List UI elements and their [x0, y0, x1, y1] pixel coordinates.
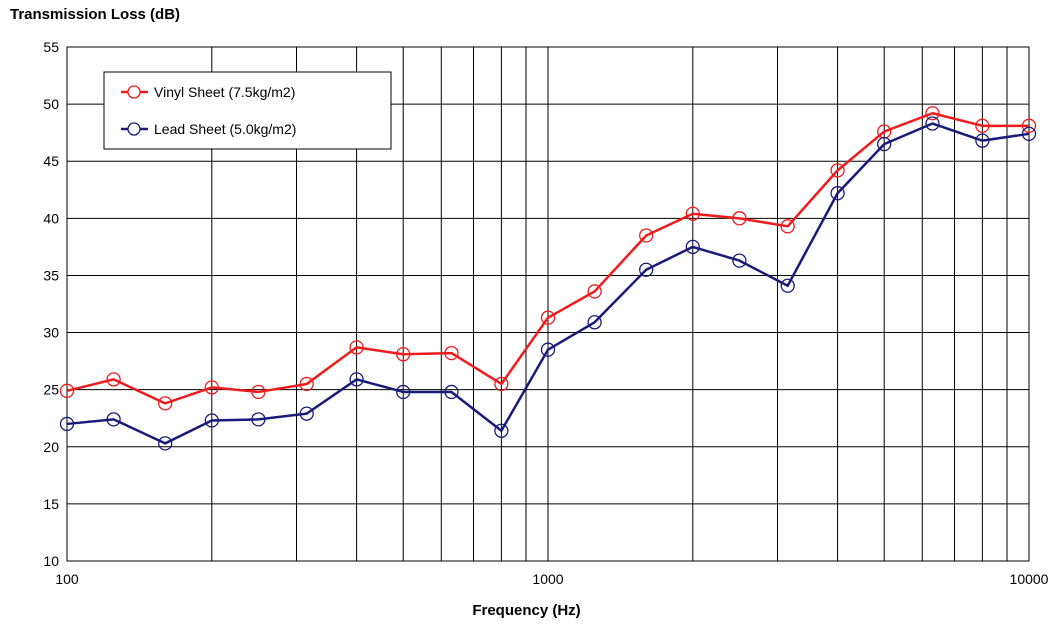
data-point [830, 186, 845, 201]
y-tick-label: 20 [43, 439, 59, 455]
data-point [587, 315, 602, 330]
data-point [975, 133, 990, 148]
x-tick-label: 100 [55, 571, 79, 587]
y-tick-label: 45 [43, 153, 59, 169]
data-point [444, 384, 459, 400]
data-point [251, 412, 266, 427]
data-point [639, 262, 654, 277]
series-lead-sheet [59, 116, 1037, 451]
series-layer [59, 106, 1037, 451]
y-tick-label: 55 [43, 39, 59, 55]
data-point [299, 406, 314, 421]
y-tick-label: 30 [43, 325, 59, 341]
data-point [975, 118, 990, 133]
data-point [106, 412, 121, 427]
data-point [830, 163, 845, 178]
data-point [349, 372, 364, 387]
legend-marker-swatch [127, 85, 141, 99]
y-tick-label: 25 [43, 382, 59, 398]
data-point [780, 278, 795, 293]
data-point [732, 253, 747, 268]
series-line [66, 111, 1029, 405]
data-point [204, 380, 219, 395]
legend-box [103, 71, 392, 150]
data-point [396, 384, 411, 400]
data-point [925, 106, 940, 121]
data-point [540, 310, 556, 325]
data-point [639, 228, 654, 243]
data-point [877, 136, 892, 152]
data-point [59, 383, 75, 398]
data-point [59, 416, 75, 432]
data-point [1021, 118, 1037, 133]
data-point [780, 219, 795, 234]
data-point [587, 284, 602, 299]
data-point [158, 396, 173, 411]
x-tick-label: 10000 [1010, 571, 1049, 587]
data-point [494, 423, 509, 438]
y-tick-label: 15 [43, 496, 59, 512]
y-tick-label: 10 [43, 553, 59, 569]
x-tick-labels: 100 1000 10000 [55, 571, 1048, 587]
y-tick-label: 40 [43, 210, 59, 226]
y-tick-label: 35 [43, 267, 59, 283]
data-point [444, 345, 459, 361]
legend-label: Lead Sheet (5.0kg/m2) [154, 121, 296, 137]
data-point [106, 372, 121, 387]
data-point [732, 211, 747, 226]
data-point [349, 340, 364, 355]
x-axis-title: Frequency (Hz) [472, 602, 581, 619]
data-point [494, 376, 509, 392]
plot-area-frame [66, 46, 1030, 562]
data-point [685, 239, 700, 255]
data-point [158, 436, 173, 451]
data-point [299, 376, 314, 392]
data-point [540, 342, 556, 357]
x-tick-label: 1000 [532, 571, 563, 587]
legend-marker-swatch [127, 122, 141, 136]
data-point [1021, 126, 1037, 141]
y-tick-labels: 10 15 20 25 30 35 40 45 50 55 [43, 39, 59, 569]
y-axis-title: Transmission Loss (dB) [10, 6, 181, 23]
series-line [66, 122, 1030, 445]
data-point [204, 413, 219, 428]
data-point [396, 347, 411, 362]
y-tick-label: 50 [43, 96, 59, 112]
legend-label: Vinyl Sheet (7.5kg/m2) [154, 84, 295, 100]
legend: Vinyl Sheet (7.5kg/m2) Lead Sheet (5.0kg/… [103, 71, 392, 150]
series-vinyl-sheet [59, 106, 1037, 411]
data-point [925, 116, 940, 131]
data-point [685, 206, 700, 221]
data-point [251, 384, 266, 400]
